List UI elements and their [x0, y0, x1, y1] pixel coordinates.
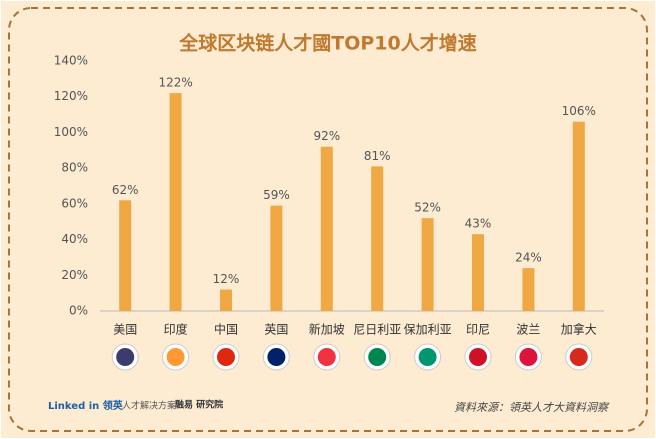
- chart-title: 全球区块链人才國TOP10人才增速: [178, 32, 476, 55]
- brand: 融易 研究院: [175, 399, 223, 411]
- flag-color: [469, 348, 487, 366]
- flag-color: [166, 348, 185, 366]
- bar: [119, 200, 132, 311]
- frame: [8, 7, 648, 432]
- y-tick-label: 40%: [61, 232, 88, 246]
- y-tick-label: 140%: [54, 54, 88, 68]
- bar: [572, 121, 585, 311]
- bar: [421, 218, 434, 311]
- flag-color: [317, 348, 336, 366]
- value-label: 43%: [465, 217, 492, 231]
- value-label: 24%: [515, 251, 542, 265]
- value-label: 92%: [313, 129, 340, 143]
- bar: [169, 93, 182, 312]
- y-tick-label: 0%: [69, 304, 88, 318]
- value-label: 81%: [364, 149, 391, 163]
- source: 資料來源：領英人才大資料洞察: [454, 401, 610, 414]
- flag-color: [116, 348, 135, 366]
- x-tick-label: 印度: [164, 322, 188, 337]
- value-label: 12%: [213, 272, 240, 286]
- bar: [522, 268, 535, 311]
- bar: [220, 289, 232, 311]
- x-tick-label: 保加利亚: [404, 323, 452, 337]
- bar: [371, 166, 384, 311]
- flag-color: [267, 348, 286, 366]
- y-tick-label: 60%: [61, 196, 88, 210]
- bar: [270, 205, 283, 311]
- flag-color: [569, 348, 588, 366]
- y-tick-label: 20%: [61, 268, 88, 282]
- y-tick-label: 100%: [54, 125, 88, 139]
- flag-color: [418, 348, 437, 366]
- value-label: 52%: [414, 201, 441, 215]
- x-tick-label: 美国: [113, 323, 137, 337]
- flag-color: [217, 348, 235, 366]
- value-label: 59%: [263, 188, 290, 202]
- bar: [320, 146, 333, 311]
- x-tick-label: 英国: [264, 323, 288, 337]
- x-tick-label: 加拿大: [561, 322, 597, 337]
- brand-sub: 人才解决方案: [122, 400, 176, 412]
- value-label: 122%: [158, 76, 192, 90]
- flag-color: [519, 348, 538, 366]
- y-tick-label: 80%: [61, 161, 88, 175]
- x-tick-label: 中国: [214, 322, 238, 337]
- value-label: 106%: [562, 104, 596, 118]
- bar: [472, 234, 484, 311]
- y-tick-label: 120%: [54, 89, 88, 103]
- x-tick-label: 尼日利亚: [353, 323, 401, 337]
- x-tick-label: 新加坡: [309, 322, 345, 337]
- x-tick-label: 波兰: [516, 323, 540, 337]
- brand: Linked in 领英: [48, 399, 124, 412]
- value-label: 62%: [112, 183, 139, 197]
- x-tick-label: 印尼: [466, 323, 490, 337]
- flag-color: [368, 348, 387, 366]
